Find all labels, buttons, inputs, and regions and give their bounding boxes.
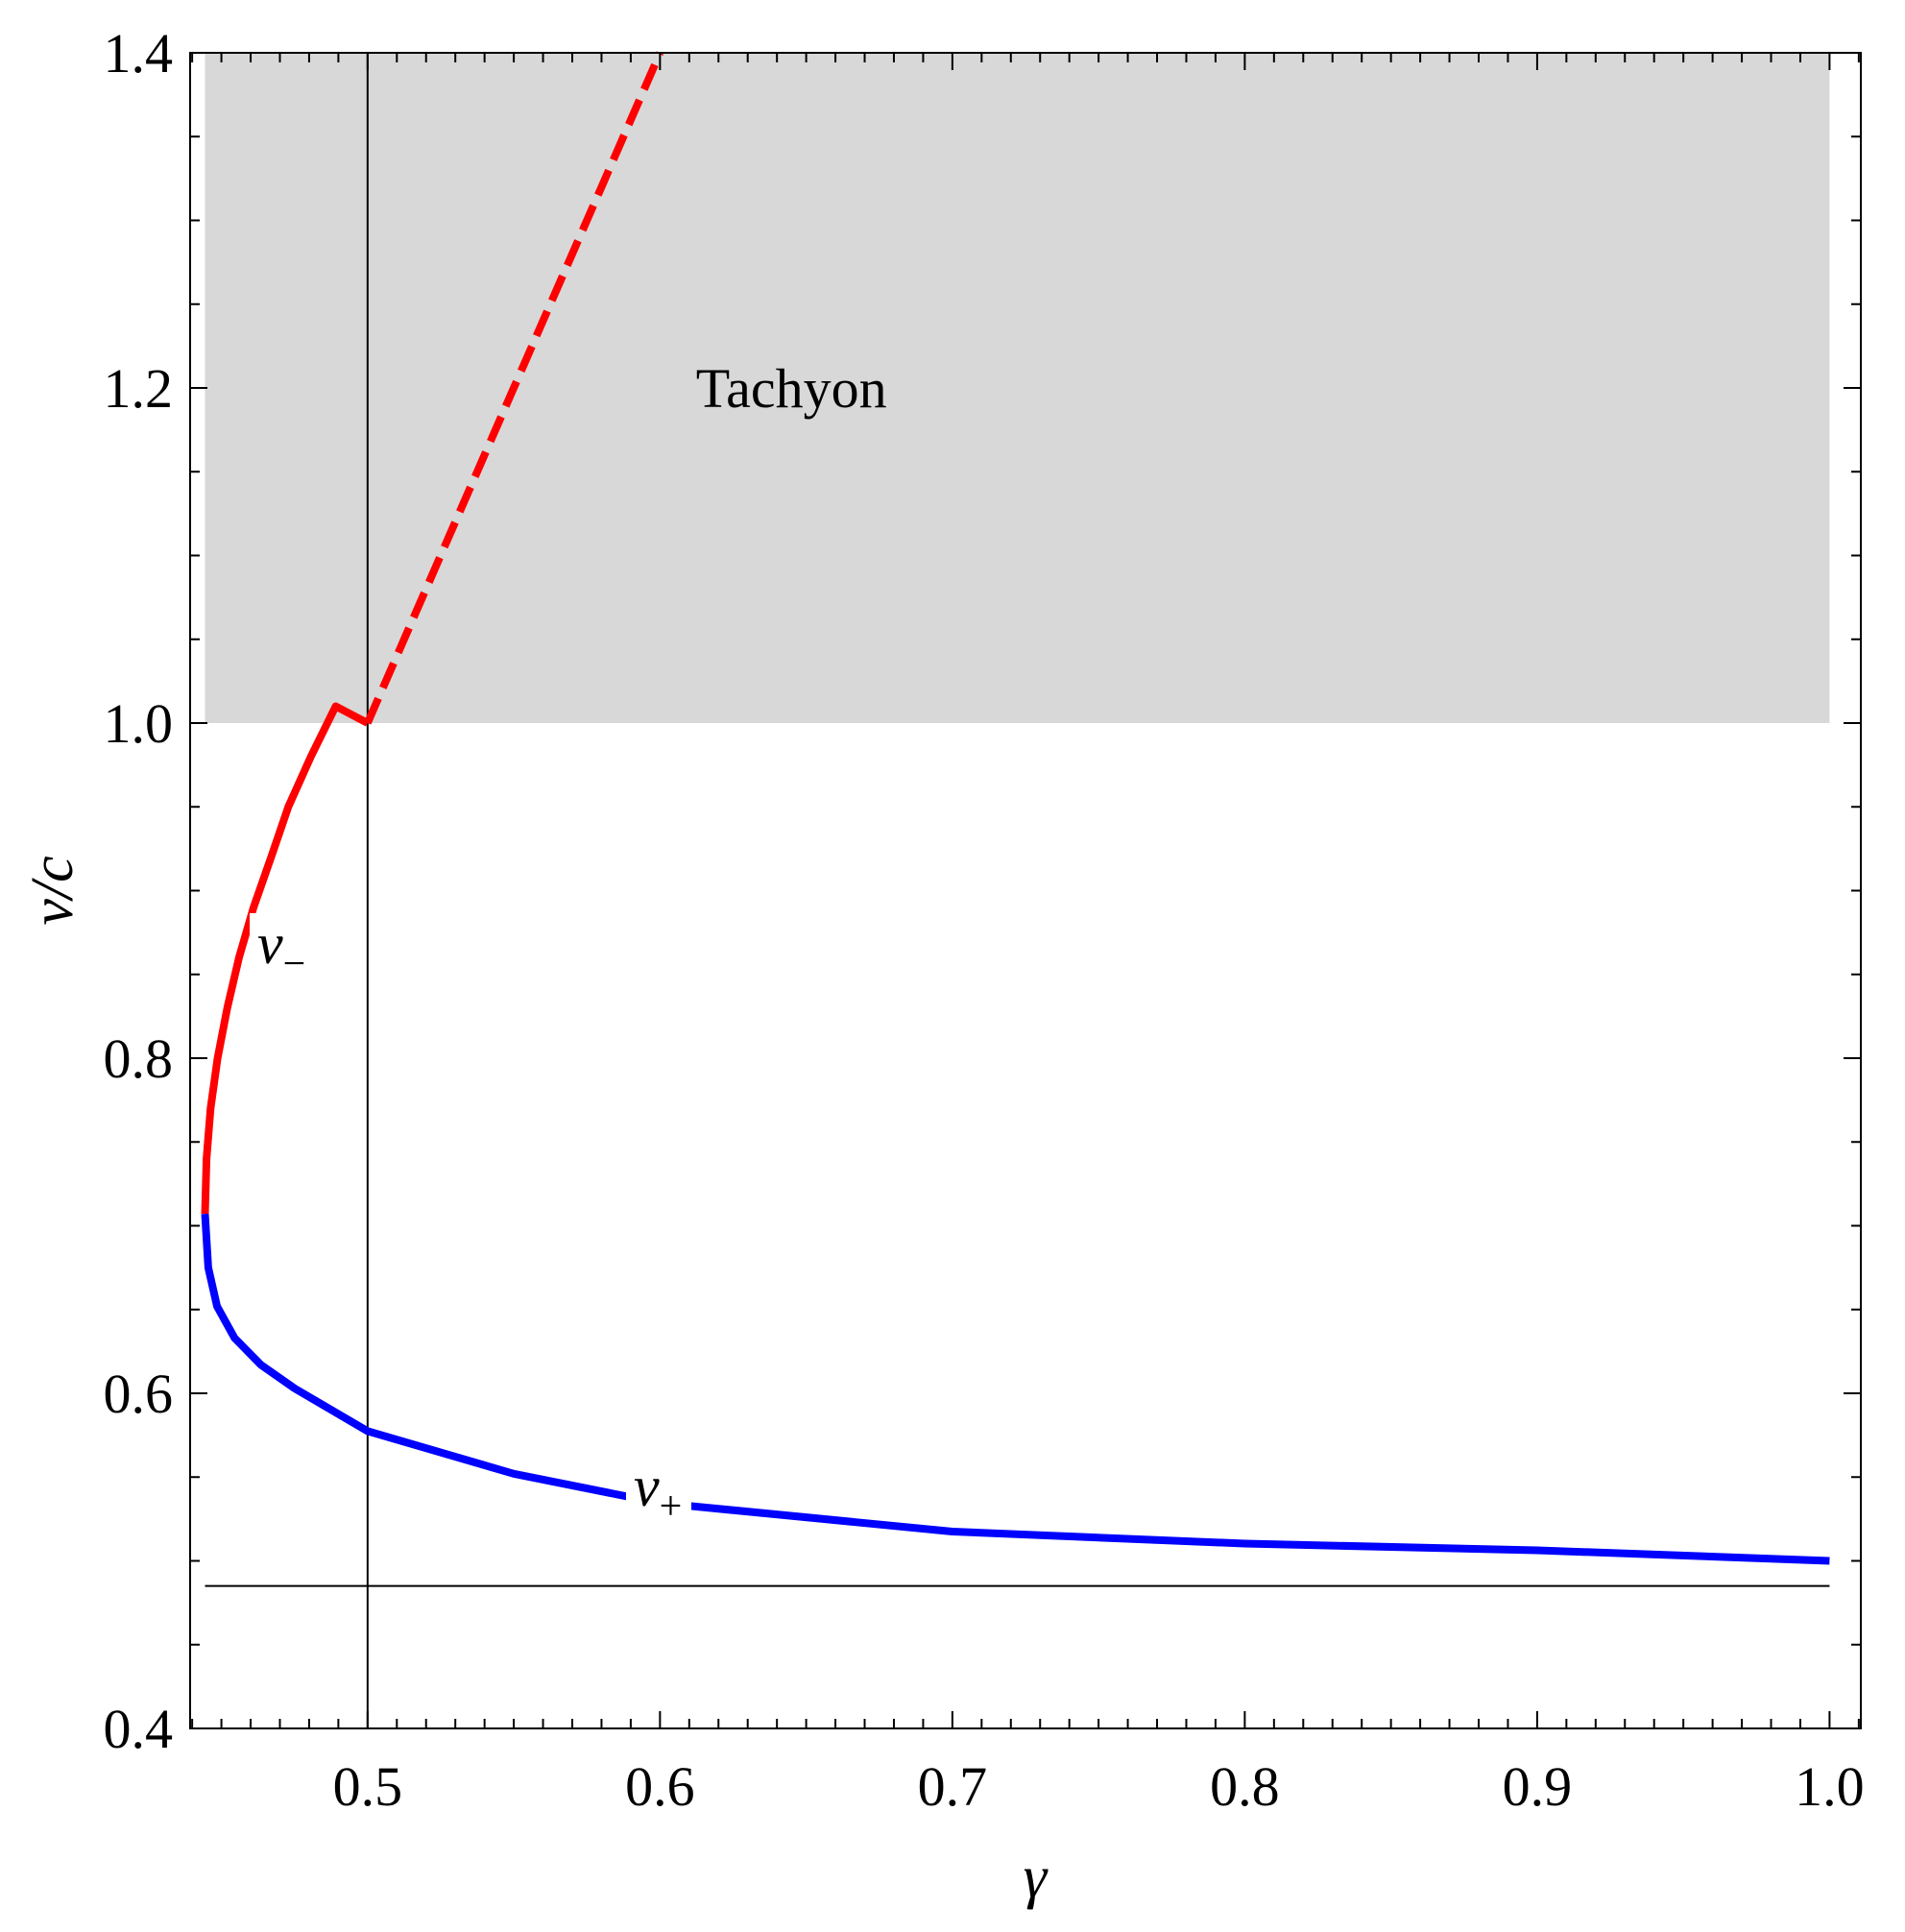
x-tick-label: 0.5 xyxy=(333,1755,403,1818)
tachyon-region xyxy=(205,53,1830,723)
tick-layer: 0.5 0.6 0.7 0.8 0.9 1.0 0.4 0.6 0.8 1.0 1.2 1.4 xyxy=(104,22,1865,1818)
y-tick-label: 1.0 xyxy=(104,692,174,755)
y-tick-label: 1.4 xyxy=(104,22,174,85)
x-tick-label: 0.8 xyxy=(1210,1755,1280,1818)
v-plus-label-subscript: + xyxy=(660,1485,683,1529)
y-tick-label: 0.6 xyxy=(104,1363,174,1425)
y-tick-label: 0.4 xyxy=(104,1698,174,1760)
y-axis-title: v/c xyxy=(20,856,85,925)
v-plus-label-background xyxy=(626,1456,691,1519)
y-tick-label: 0.8 xyxy=(104,1027,174,1090)
x-tick-label: 0.9 xyxy=(1503,1755,1573,1818)
x-tick-label: 0.6 xyxy=(625,1755,695,1818)
series-layer xyxy=(201,51,1830,1565)
x-axis-title: γ xyxy=(1024,1845,1049,1910)
y-tick-label: 1.2 xyxy=(104,357,174,420)
v-minus-label-background xyxy=(250,913,315,977)
series-line-1 xyxy=(364,51,664,725)
shade-layer xyxy=(205,53,1830,723)
v-plus-label-text: v+ xyxy=(634,1455,682,1529)
x-tick-label: 0.7 xyxy=(918,1755,988,1818)
tachyon-label: Tachyon xyxy=(696,357,887,420)
series-line-2 xyxy=(201,1213,1830,1565)
v-minus-label: v− xyxy=(250,912,315,986)
v-minus-label-text: v− xyxy=(257,912,305,986)
v-plus-label: v+ xyxy=(626,1455,691,1529)
x-tick-label: 1.0 xyxy=(1795,1755,1865,1818)
v-minus-label-subscript: − xyxy=(283,942,306,986)
v-minus-label-main: v xyxy=(257,912,283,976)
v-plus-label-main: v xyxy=(634,1455,660,1518)
reference-lines xyxy=(205,53,1830,1728)
series-line-0 xyxy=(201,702,370,1215)
